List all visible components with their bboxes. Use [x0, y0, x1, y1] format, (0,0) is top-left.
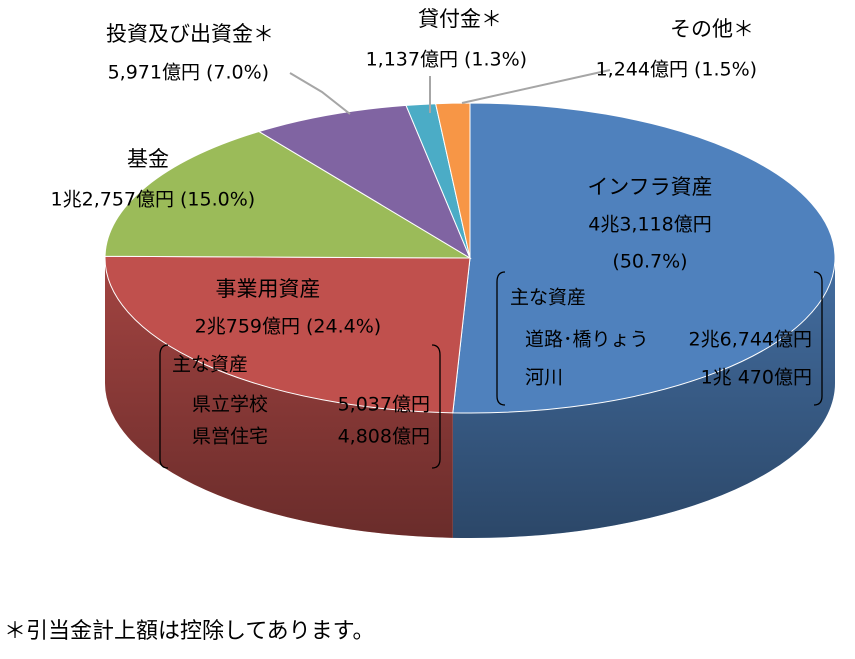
category-label: 事業用資産	[216, 277, 321, 301]
leader-line	[289, 72, 351, 115]
note-item-name: 河川	[525, 367, 563, 389]
amount-label: 1,244億円	[596, 59, 688, 81]
category-label: 基金	[127, 147, 169, 171]
pie-tops	[104, 102, 836, 414]
note-title: 主な資産	[172, 354, 248, 376]
note-item-name: 道路･橋りょう	[525, 329, 649, 351]
slice-side-shade	[452, 258, 835, 538]
category-label: 貸付金＊	[418, 7, 502, 31]
bracket	[159, 344, 169, 469]
amount-label: 1,137億円	[366, 49, 458, 71]
note-item-amount: 5,037億円	[338, 394, 430, 416]
bracket	[496, 271, 506, 406]
category-label: インフラ資産	[587, 175, 712, 199]
amount-label: 4兆3,118億円	[588, 214, 711, 236]
value-label: (24.4%)	[306, 316, 381, 338]
value-label: (7.0%)	[206, 62, 269, 84]
note-item-amount: 1兆 470億円	[701, 367, 812, 389]
value-label: (15.0%)	[180, 189, 255, 211]
note-item-amount: 2兆6,744億円	[689, 329, 812, 351]
leader-line	[461, 69, 611, 104]
value-label: (1.3%)	[464, 49, 527, 71]
slice	[434, 102, 471, 259]
amount-label: 1兆2,757億円	[51, 189, 174, 211]
note-title: 主な資産	[510, 287, 586, 309]
value-label: (1.5%)	[694, 59, 757, 81]
category-label: 投資及び出資金＊	[106, 22, 274, 46]
bracket	[431, 344, 441, 469]
category-label: その他＊	[670, 17, 754, 41]
bracket	[813, 271, 823, 406]
labels: インフラ資産 4兆3,118億円 (50.7%) 事業用資産 2兆759億円 (24.4%…	[51, 7, 812, 448]
amount-label: 5,971億円	[108, 62, 200, 84]
slice	[257, 104, 472, 260]
amount-label: 2兆759億円	[195, 316, 300, 338]
pie-sides	[105, 258, 835, 538]
footnote: ＊引当金計上額は控除してあります。	[4, 619, 374, 644]
value-label: (50.7%)	[612, 251, 687, 273]
slice	[452, 102, 836, 414]
slice	[104, 130, 472, 259]
slice	[104, 255, 471, 414]
note-item-name: 県営住宅	[192, 426, 268, 448]
note-item-name: 県立学校	[192, 394, 268, 416]
note-item-amount: 4,808億円	[338, 426, 430, 448]
slice-side-shade	[105, 258, 453, 538]
